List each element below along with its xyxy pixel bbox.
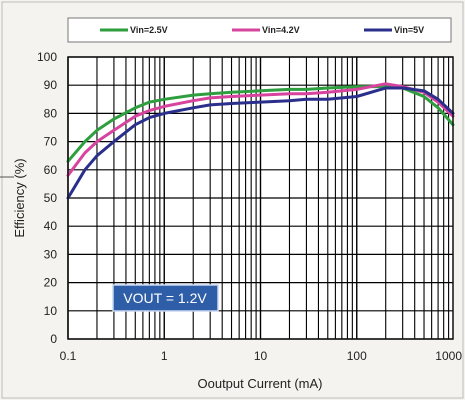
y-axis-label: Efficiency (%) [12, 158, 27, 237]
series-line [66, 86, 455, 200]
series-lines [66, 82, 455, 200]
y-tick-label: 60 [44, 163, 58, 177]
y-tick-label: 0 [50, 332, 57, 346]
x-tick-label: 100 [347, 349, 367, 363]
x-axis-label: Ooutput Current (mA) [198, 376, 323, 391]
y-tick-label: 90 [44, 78, 58, 92]
y-tick-label: 30 [44, 247, 58, 261]
x-tick-label: 1000 [435, 349, 462, 363]
x-tick-labels: 0.1 1 10 100 1000 [60, 349, 463, 363]
y-tick-label: 70 [44, 135, 58, 149]
y-tick-label: 20 [44, 276, 58, 290]
legend: Vin=2.5V Vin=4.2V Vin=5V [67, 17, 452, 43]
x-tick-label: 10 [254, 349, 268, 363]
x-tick-label: 0.1 [60, 349, 77, 363]
vout-annotation-text: VOUT = 1.2V [123, 290, 207, 306]
y-tick-label: 10 [44, 304, 58, 318]
plot-border [67, 56, 454, 340]
legend-label: Vin=2.5V [130, 25, 168, 35]
y-tick-label: 100 [37, 50, 57, 64]
vout-annotation: VOUT = 1.2V [112, 284, 219, 312]
legend-label: Vin=5V [394, 25, 424, 35]
y-tick-labels: 0 10 20 30 40 50 60 70 80 90 100 [37, 50, 57, 346]
x-tick-label: 1 [161, 349, 168, 363]
series-line [66, 82, 455, 177]
legend-label: Vin=4.2V [262, 25, 300, 35]
y-tick-label: 80 [44, 106, 58, 120]
y-tick-label: 40 [44, 219, 58, 233]
vout-annotation-box [112, 284, 219, 312]
y-tick-label: 50 [44, 191, 58, 205]
